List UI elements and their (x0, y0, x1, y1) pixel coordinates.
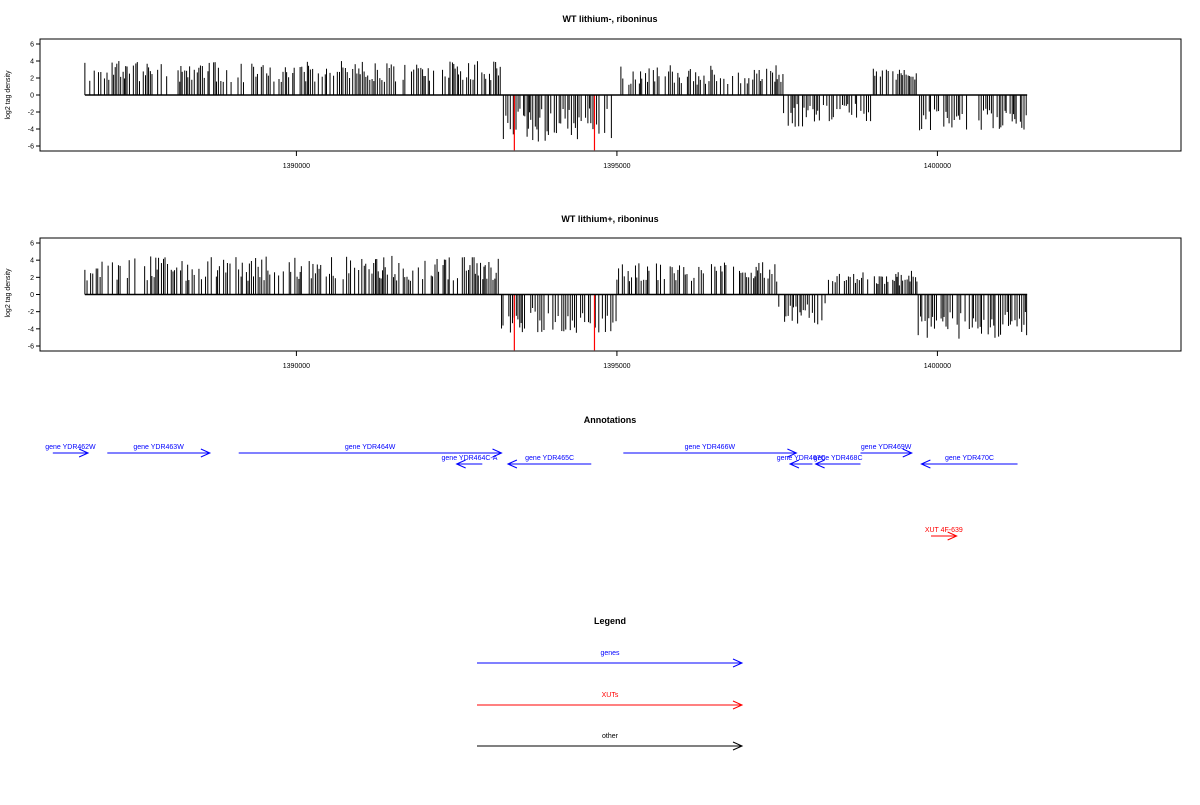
y-tick-label: -4 (28, 127, 34, 134)
feature-list: gene YDR462W gene YDR463W gene YDR464W gene… (45, 444, 1018, 541)
arrowhead-icon (787, 448, 798, 458)
gene-feature[interactable]: gene YDR470C (920, 455, 1018, 469)
y-tick-label: 0 (30, 292, 34, 299)
x-tick-label: 1390000 (283, 163, 310, 170)
legend-item: other (477, 733, 744, 751)
feature-label: XUT 4F-639 (925, 527, 963, 534)
y-tick-label: -6 (28, 344, 34, 351)
y-tick-label: 0 (30, 93, 34, 100)
track-title: WT lithium+, riboninus (561, 214, 658, 224)
annotations-title: Annotations (584, 415, 637, 425)
y-tick-label: -2 (28, 309, 34, 316)
x-axis: 1390000 1395000 1400000 (283, 351, 951, 370)
gene-feature[interactable]: gene YDR468C (814, 455, 863, 469)
highlight-bars (513, 95, 596, 151)
track-title: WT lithium-, riboninus (563, 14, 658, 24)
arrowhead-icon (506, 459, 518, 469)
arrowhead-icon (732, 700, 744, 710)
gene-feature[interactable]: gene YDR464C-A (442, 455, 498, 469)
y-axis: -6 -4 -2 0 2 4 6 (28, 241, 40, 351)
arrowhead-icon (492, 448, 503, 458)
gene-feature[interactable]: gene YDR463W (107, 444, 212, 458)
x-tick-label: 1400000 (924, 363, 951, 370)
feature-label: gene YDR465C (525, 455, 574, 462)
y-tick-label: 6 (30, 42, 34, 49)
arrowhead-icon (788, 459, 800, 469)
x-axis: 1390000 1395000 1400000 (283, 151, 951, 170)
feature-label: gene YDR466W (685, 444, 736, 451)
arrowhead-icon (455, 459, 466, 469)
bar-series (84, 255, 1028, 339)
arrowhead-icon (732, 741, 744, 751)
y-tick-label: 4 (30, 59, 34, 66)
legend-label: genes (600, 650, 620, 657)
feature-label: gene YDR469W (861, 444, 912, 451)
legend-item: XUTs (477, 692, 744, 710)
y-axis: -6 -4 -2 0 2 4 6 (28, 42, 40, 151)
gene-feature[interactable]: gene YDR467C (777, 455, 826, 469)
feature-label: gene YDR463W (133, 444, 184, 451)
legend-items: genes XUTs other (477, 650, 744, 751)
track-lithium-plus: WT lithium+, riboninus log2 tag density … (5, 214, 1182, 370)
y-tick-label: -6 (28, 144, 34, 151)
y-axis-label: log2 tag density (5, 268, 12, 318)
x-tick-label: 1390000 (283, 363, 310, 370)
arrowhead-icon (814, 459, 825, 469)
y-tick-label: 2 (30, 76, 34, 83)
legend-label: XUTs (602, 692, 619, 699)
arrowhead-icon (902, 448, 914, 458)
track-lithium-minus: WT lithium-, riboninus log2 tag density … (5, 14, 1182, 170)
y-axis-label: log2 tag density (5, 70, 12, 120)
feature-label: gene YDR462W (45, 444, 96, 451)
annotations-panel: Annotations gene YDR462W gene YDR463W gene… (45, 415, 1018, 541)
gene-feature[interactable]: gene YDR465C (506, 455, 592, 469)
feature-label: gene YDR468C (814, 455, 863, 462)
gene-feature[interactable]: gene YDR469W (860, 444, 914, 458)
x-tick-label: 1395000 (603, 363, 630, 370)
arrowhead-icon (920, 459, 931, 469)
bar-series (84, 61, 1027, 142)
gene-feature[interactable]: gene YDR462W (45, 444, 96, 458)
y-tick-label: 2 (30, 275, 34, 282)
arrowhead-icon (732, 658, 744, 668)
legend: Legend genes XUTs other (477, 616, 744, 751)
gene-feature[interactable]: gene YDR466W (623, 444, 798, 458)
feature-label: gene YDR464W (345, 444, 396, 451)
y-tick-label: 4 (30, 258, 34, 265)
arrowhead-icon (200, 448, 212, 458)
legend-label: other (602, 733, 619, 740)
highlight-bars (513, 294, 596, 351)
legend-title: Legend (594, 616, 626, 626)
feature-label: gene YDR467C (777, 455, 826, 462)
xut-feature[interactable]: XUT 4F-639 (925, 527, 963, 541)
y-tick-label: -2 (28, 110, 34, 117)
x-tick-label: 1400000 (924, 163, 951, 170)
arrowhead-icon (947, 531, 958, 541)
y-tick-label: 6 (30, 241, 34, 248)
gene-feature[interactable]: gene YDR464W (238, 444, 503, 458)
feature-label: gene YDR464C-A (442, 455, 498, 462)
feature-label: gene YDR470C (945, 455, 994, 462)
legend-item: genes (477, 650, 744, 668)
arrowhead-icon (78, 448, 90, 458)
x-tick-label: 1395000 (603, 163, 630, 170)
y-tick-label: -4 (28, 326, 34, 333)
